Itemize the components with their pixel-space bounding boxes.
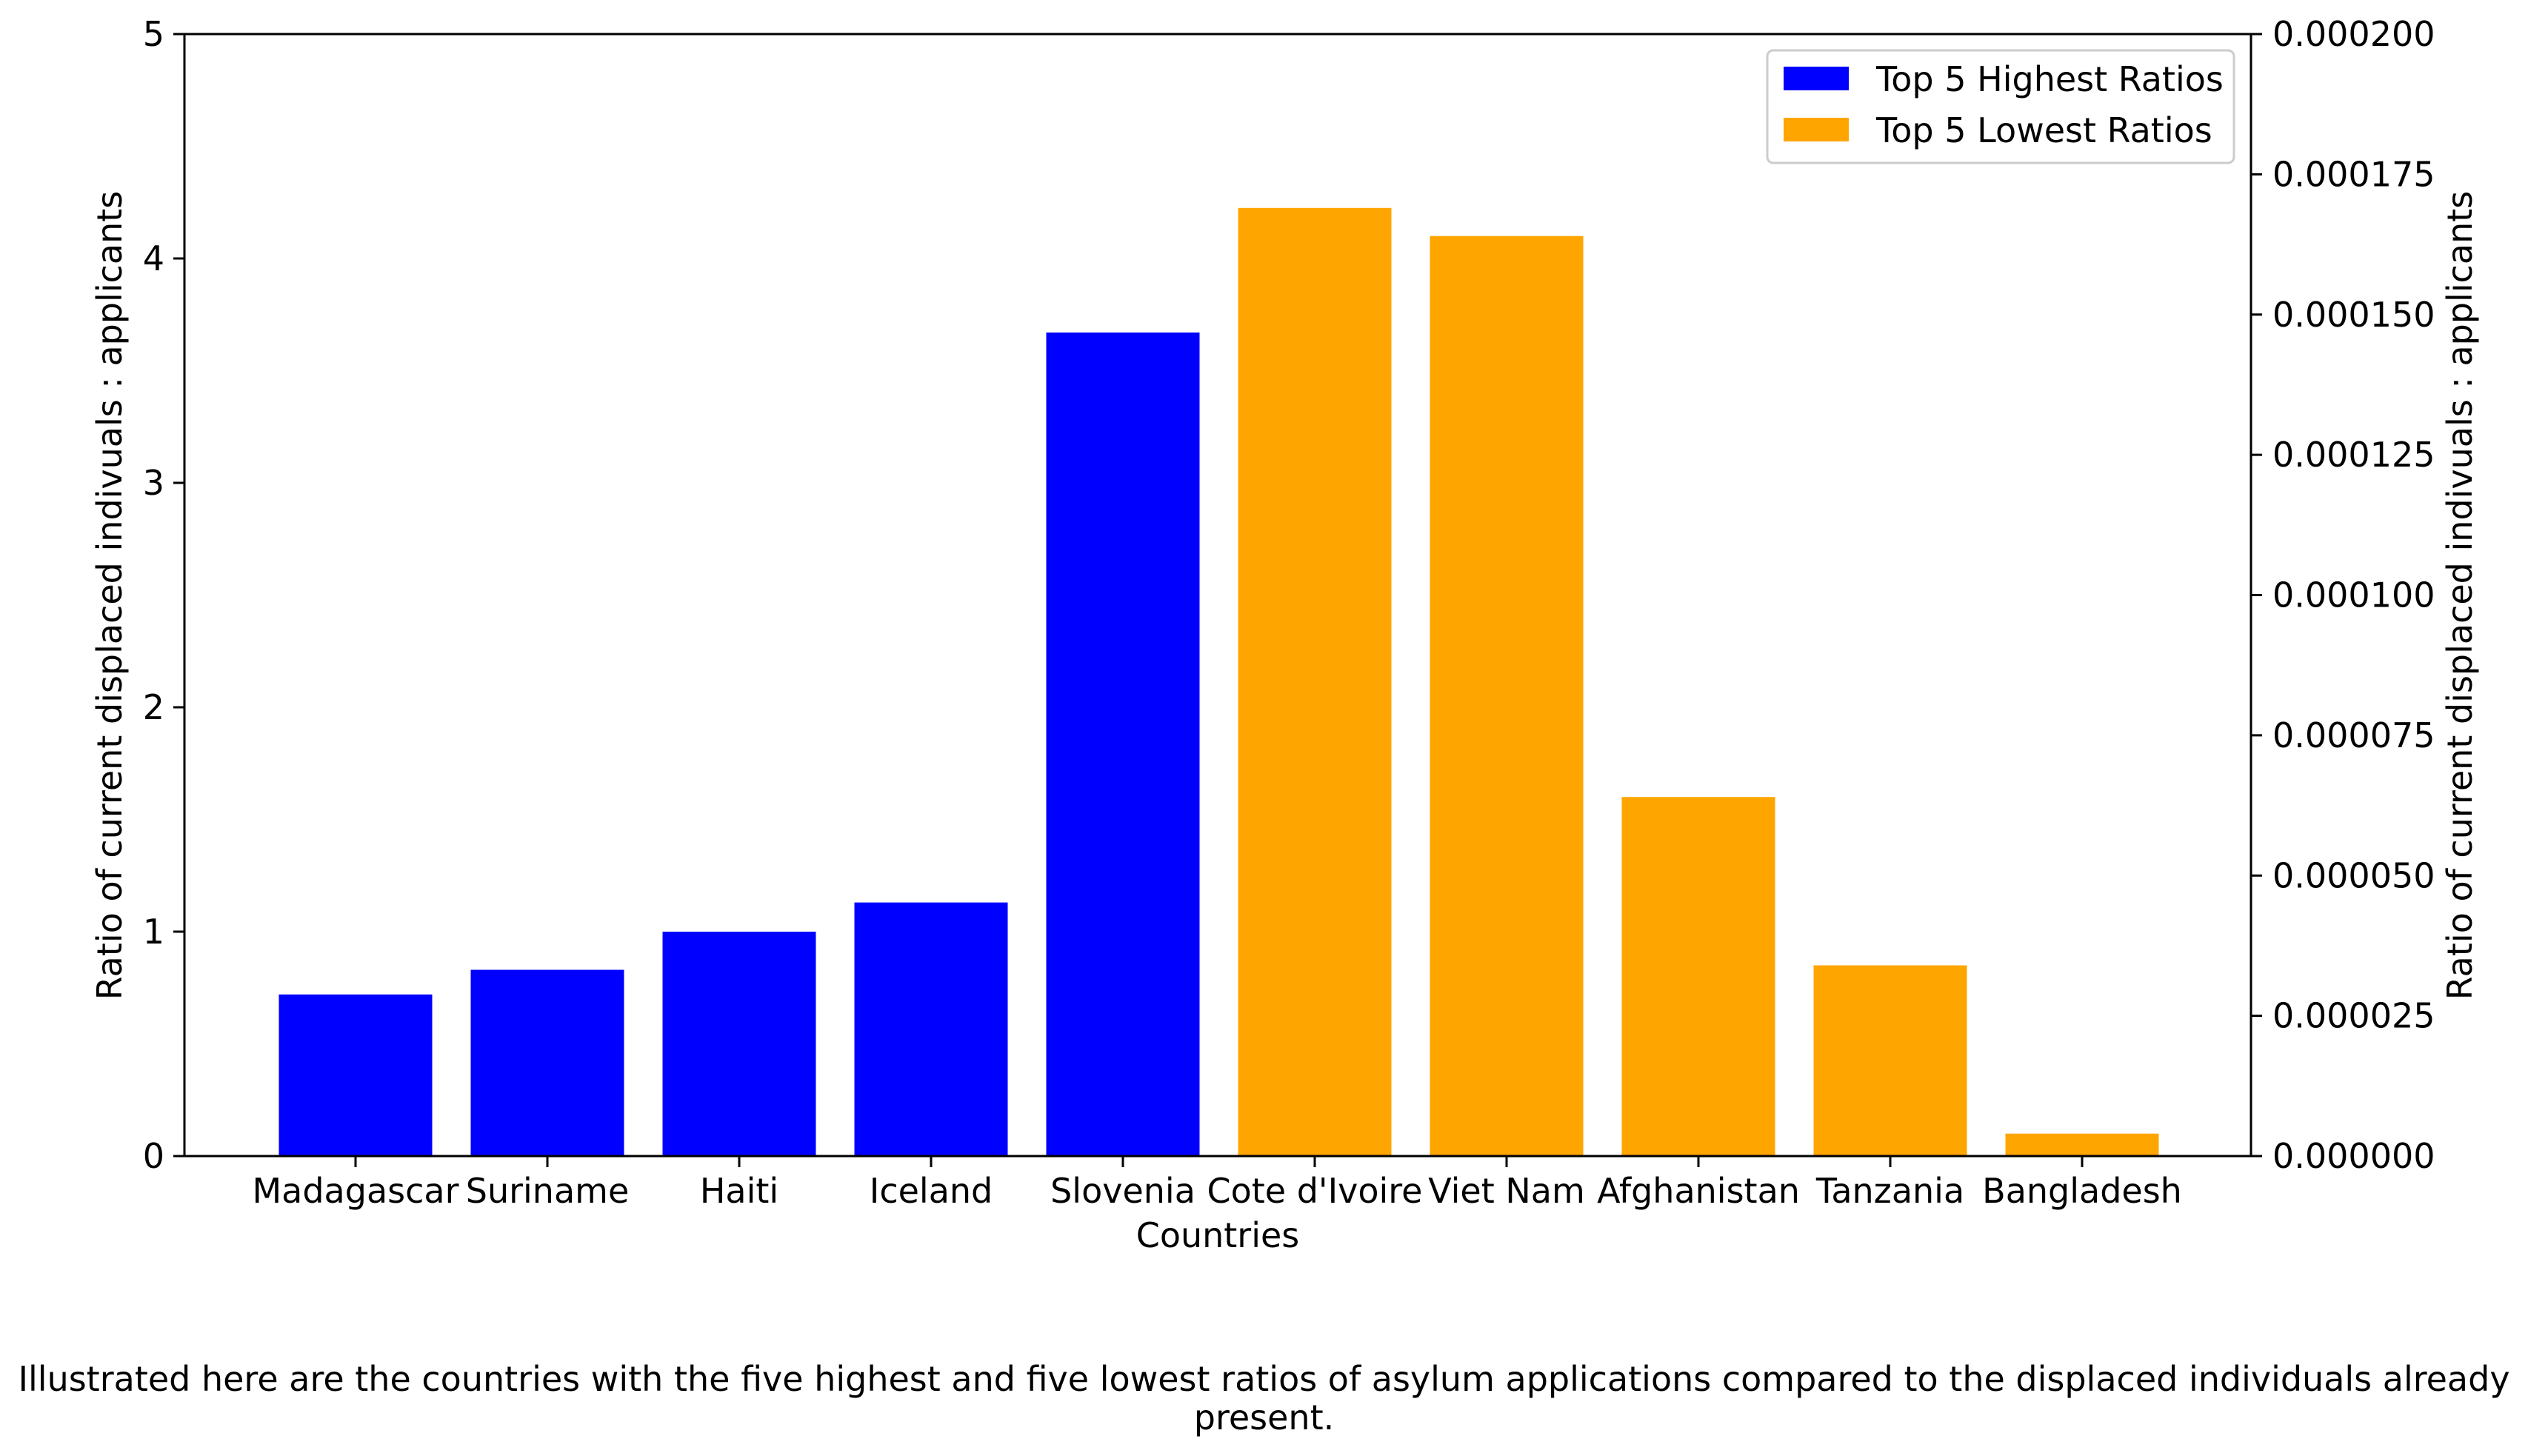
y-tick-label-right: 0.000125 [2272,435,2435,475]
x-tick-label: Cote d'Ivoire [1207,1171,1423,1211]
bar-viet-nam [1430,236,1584,1157]
bar-cote-d-ivoire [1238,207,1392,1156]
legend-label-lowest: Top 5 Lowest Ratios [1875,110,2212,150]
y-axis-label-right: Ratio of current displaced indivuals : a… [2440,191,2480,1001]
bar-tanzania [1813,965,1967,1156]
axis-ticks: Madagascar Suriname Haiti Iceland Slovenia Co… [143,14,2435,1211]
bar-bangladesh [2005,1133,2159,1156]
y-axis-label-left: Ratio of current displaced indivuals : a… [90,191,130,1001]
y-tick-label-right: 0.000100 [2272,575,2435,615]
legend-swatch-lowest [1784,118,1849,141]
bar-afghanistan [1621,797,1775,1156]
x-tick-label: Haiti [700,1171,778,1211]
figure-caption: Illustrated here are the countries with … [18,1359,2510,1437]
legend-box [1766,49,2235,164]
x-tick-label: Madagascar [252,1171,458,1211]
bar-suriname [470,969,624,1156]
y-tick-label-left: 2 [143,687,164,727]
bar-iceland [854,902,1008,1156]
y-tick-label-left: 4 [143,238,164,278]
y-tick-label-right: 0.000175 [2272,154,2435,194]
x-tick-label: Slovenia [1050,1171,1195,1211]
x-tick-label: Suriname [466,1171,630,1211]
y-tick-label-right: 0.000000 [2272,1136,2435,1176]
y-tick-label-left: 1 [143,912,164,952]
legend-label-highest: Top 5 Highest Ratios [1875,59,2224,99]
legend: Top 5 Highest Ratios Top 5 Lowest Ratios [1766,49,2235,164]
x-tick-label: Tanzania [1815,1171,1964,1211]
y-tick-label-right: 0.000050 [2272,855,2435,895]
x-tick-label: Viet Nam [1428,1171,1585,1211]
bar-madagascar [279,994,433,1156]
x-axis-label: Countries [1136,1215,1300,1255]
plot-frame [183,33,2252,1158]
y-tick-label-right: 0.000025 [2272,996,2435,1036]
x-tick-label: Bangladesh [1982,1171,2182,1211]
y-tick-label-left: 3 [143,463,164,503]
y-tick-label-right: 0.000075 [2272,715,2435,755]
y-tick-label-left: 5 [143,14,164,54]
y-tick-label-right: 0.000150 [2272,295,2435,335]
legend-swatch-highest [1784,67,1849,90]
y-tick-label-right: 0.000200 [2272,14,2435,54]
bar-slovenia [1046,333,1200,1156]
x-tick-label: Afghanistan [1597,1171,1800,1211]
bar-haiti [662,932,816,1156]
y-tick-label-left: 0 [143,1136,164,1176]
x-tick-label: Iceland [870,1171,993,1211]
bars [279,207,2159,1157]
